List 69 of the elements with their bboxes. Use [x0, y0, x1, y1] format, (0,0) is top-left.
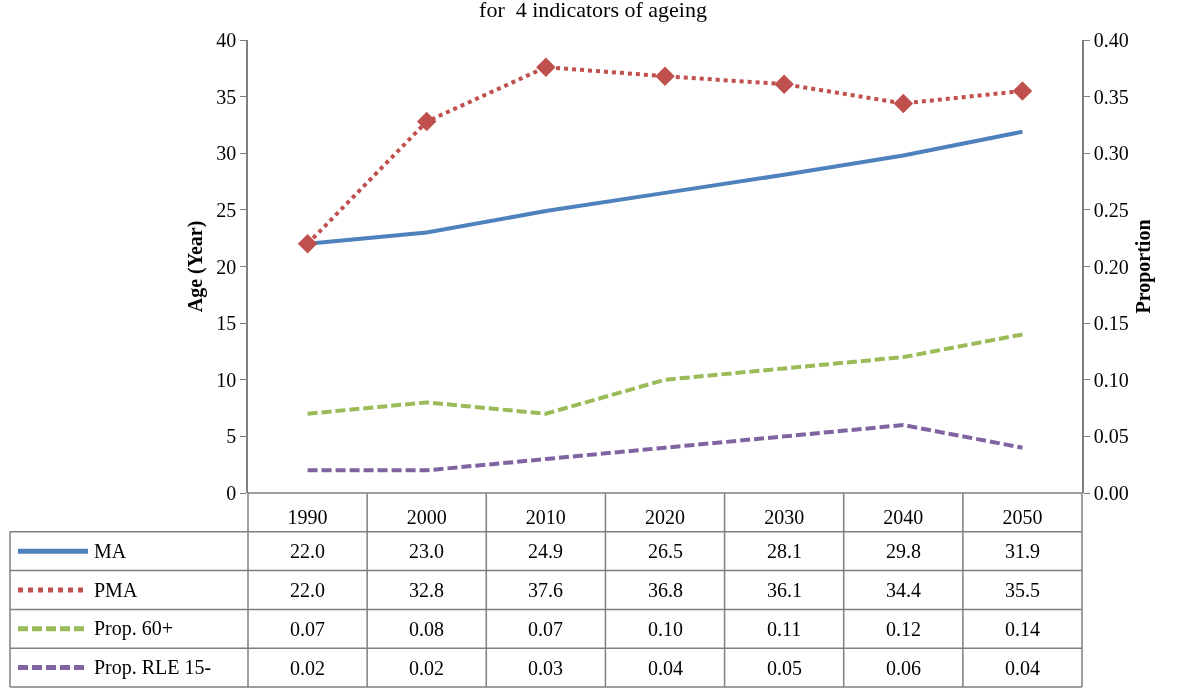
x-tick-label: 2050: [1002, 506, 1043, 528]
x-tick-label: 2030: [764, 506, 805, 528]
legend-label: PMA: [94, 579, 138, 601]
point: [774, 74, 794, 94]
point: [416, 111, 437, 132]
y2-axis-title: Proportion: [1131, 219, 1155, 314]
legend-label: Prop. 60+: [94, 617, 174, 640]
y-tick-label: 5: [226, 425, 237, 448]
point: [1012, 81, 1033, 101]
x-tick-label: 2000: [406, 506, 447, 528]
y2-tick-label: 0.05: [1093, 425, 1129, 448]
x-tick-label: 1990: [287, 506, 328, 528]
data-label: 0.06: [886, 657, 921, 679]
legend-label: Prop. RLE 15-: [94, 656, 212, 679]
point: [297, 234, 318, 254]
data-label: 0.03: [528, 657, 563, 679]
data-label: 35.5: [1005, 579, 1040, 601]
data-label: 0.02: [290, 657, 325, 679]
data-label: 0.08: [409, 618, 444, 640]
data-label: 0.14: [1005, 618, 1040, 640]
data-label: 32.8: [409, 579, 444, 601]
data-label: 22.0: [290, 540, 325, 562]
y2-tick-label: 0.00: [1093, 482, 1129, 504]
data-label: 0.04: [648, 657, 683, 679]
data-label: 22.0: [290, 579, 325, 601]
x-tick-label: 2010: [525, 506, 566, 528]
data-label: 36.1: [767, 579, 802, 601]
y-tick-label: 10: [216, 368, 237, 391]
y2-tick-label: 0.15: [1093, 312, 1129, 335]
y-tick-label: 15: [216, 312, 237, 335]
y-axis-title: Age (Year): [184, 220, 208, 313]
y2-tick-label: 0.10: [1093, 368, 1129, 391]
y-tick-label: 30: [216, 142, 237, 165]
chart-title: for 4 indicators of ageing: [479, 0, 707, 23]
data-label: 28.1: [767, 540, 802, 562]
point: [655, 66, 675, 86]
line-series: [305, 423, 1025, 473]
y2-tick-label: 0.25: [1093, 198, 1129, 221]
data-label: 23.0: [409, 540, 444, 562]
data-label: 0.11: [767, 618, 802, 640]
y2-tick-label: 0.30: [1093, 142, 1129, 165]
data-label: 31.9: [1005, 540, 1040, 562]
data-label: 34.4: [886, 579, 921, 601]
data-label: 0.02: [409, 657, 444, 679]
data-label: 0.10: [648, 618, 683, 640]
y2-tick-label: 0.20: [1093, 255, 1129, 278]
x-tick-label: 2040: [883, 506, 924, 528]
y-tick-label: 0: [226, 482, 237, 504]
data-label: 0.07: [528, 618, 563, 640]
data-label: 0.07: [290, 618, 325, 640]
point: [536, 57, 556, 77]
data-label: 24.9: [528, 540, 563, 562]
y-tick-label: 20: [216, 255, 237, 278]
data-label: 0.12: [886, 618, 921, 640]
point: [893, 93, 914, 114]
y-tick-label: 25: [216, 198, 237, 221]
data-label: 0.05: [767, 657, 802, 679]
y2-tick-label: 0.35: [1093, 85, 1129, 108]
y-tick-label: 40: [216, 29, 237, 51]
data-label: 0.04: [1005, 657, 1040, 679]
y2-tick-label: 0.40: [1093, 29, 1129, 51]
data-label: 26.5: [648, 540, 683, 562]
data-label: 36.8: [648, 579, 683, 601]
data-label: 37.6: [528, 579, 563, 601]
x-tick-label: 2020: [645, 506, 685, 528]
legend-label: MA: [94, 540, 127, 562]
y-tick-label: 35: [216, 85, 237, 108]
data-label: 29.8: [886, 540, 921, 562]
line-series: [305, 332, 1025, 416]
